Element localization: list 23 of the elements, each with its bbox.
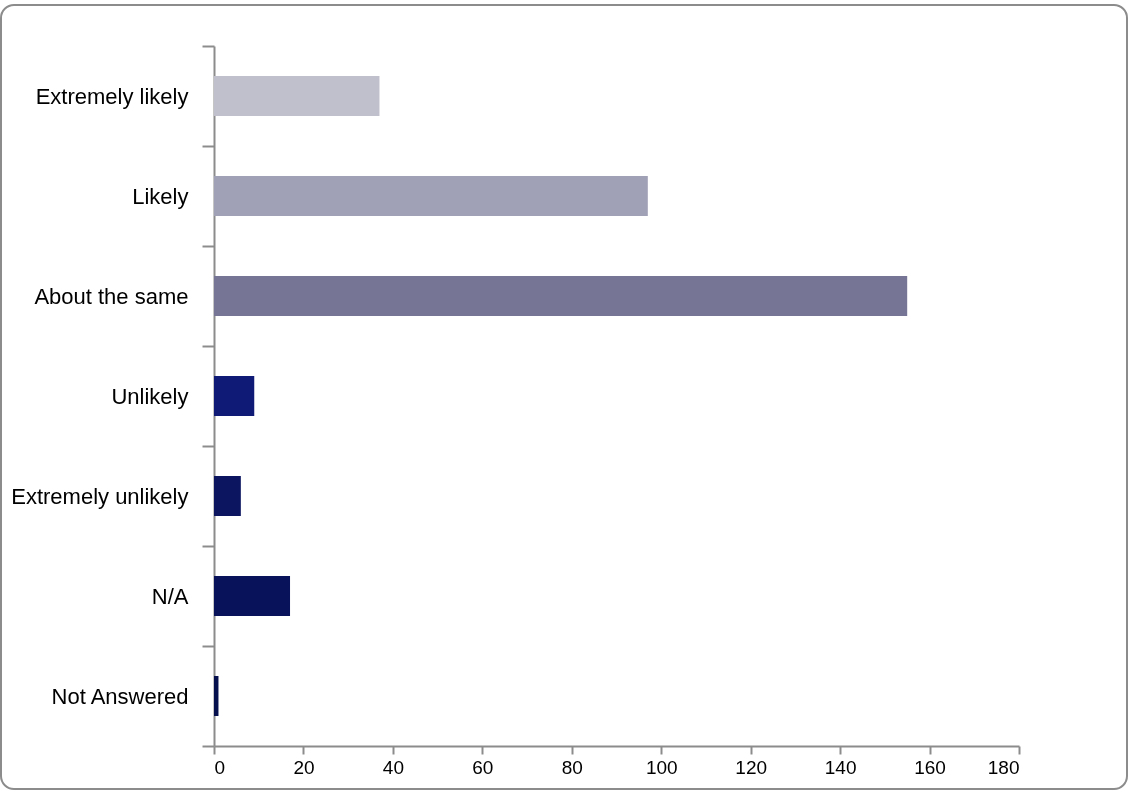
bar	[214, 176, 648, 216]
y-tick-label: Likely	[132, 183, 189, 209]
x-tick-label: 40	[382, 756, 404, 778]
bar	[214, 376, 255, 416]
y-tick-label: Not Answered	[51, 683, 189, 709]
x-tick-label: 60	[472, 756, 494, 778]
bar	[214, 276, 908, 316]
x-tick-label: 120	[735, 756, 768, 778]
x-tick-label: 0	[214, 756, 226, 778]
x-tick-label: 80	[561, 756, 583, 778]
y-tick-label: N/A	[151, 583, 189, 609]
x-tick-label: 180	[987, 756, 1020, 778]
y-tick-label: About the same	[34, 283, 189, 309]
y-tick-label: Extremely likely	[35, 83, 189, 109]
y-tick-label: Unlikely	[111, 383, 189, 409]
x-tick-label: 100	[645, 756, 678, 778]
bar	[214, 576, 291, 616]
x-tick-label: 20	[293, 756, 315, 778]
x-tick-label: 140	[824, 756, 857, 778]
y-tick-label: Extremely unlikely	[11, 483, 189, 509]
x-tick-label: 160	[914, 756, 946, 778]
bar	[214, 476, 241, 516]
bar	[214, 76, 380, 116]
